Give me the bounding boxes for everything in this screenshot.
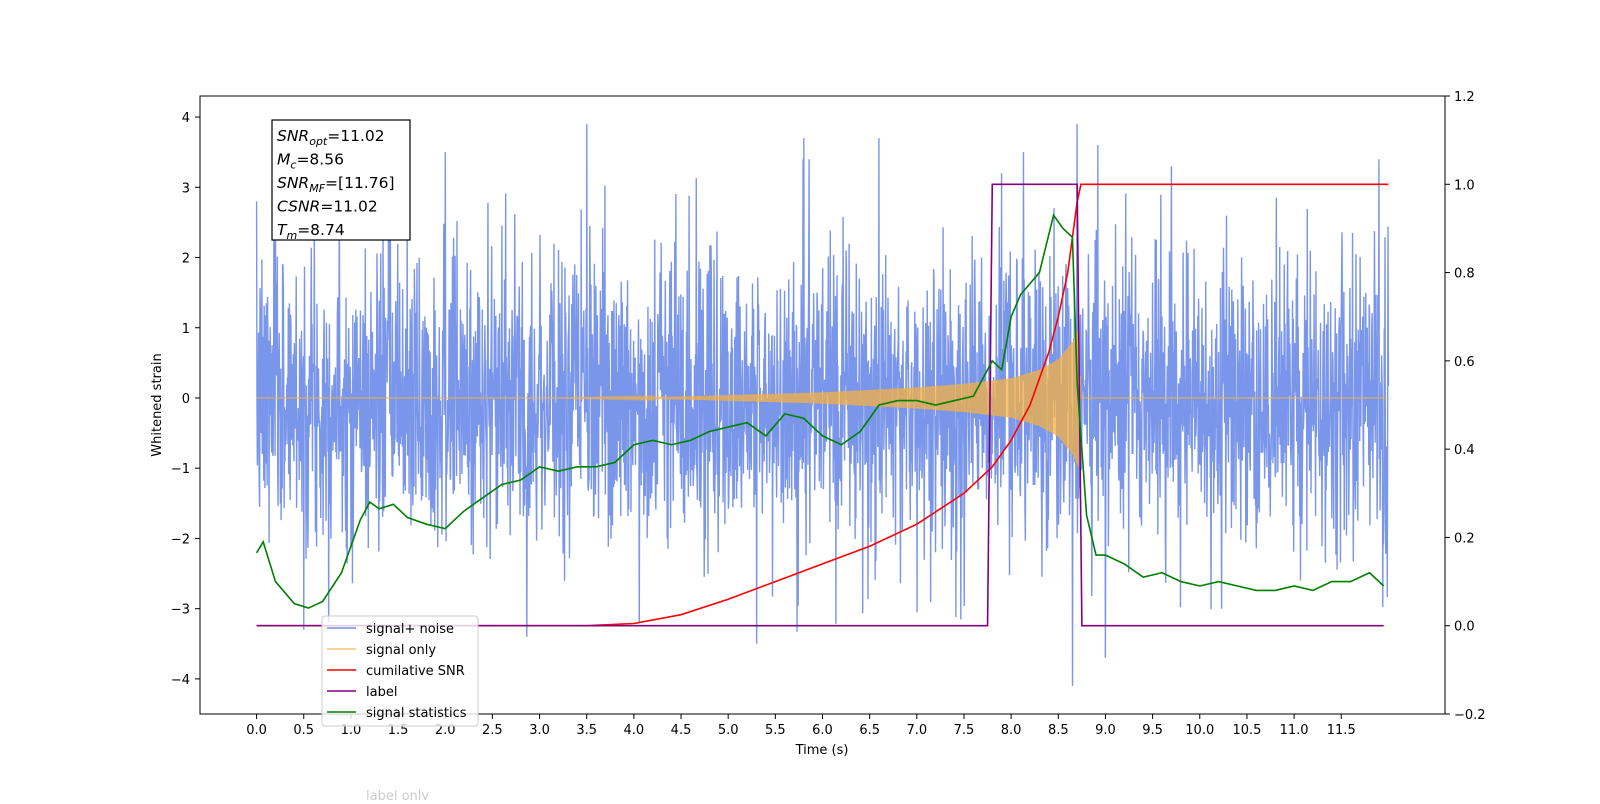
legend-label: label [366,685,397,700]
x-tick-label: 7.5 [954,723,975,738]
y-right-tick-label: 0.0 [1454,620,1475,635]
annotation-line: Mc=8.56 [277,151,344,172]
x-tick-label: 8.0 [1001,723,1022,738]
x-tick-label: 8.5 [1048,723,1069,738]
y-right-axis: 1.2 1.0 0.8 0.6 0.4 0.2 0.0 −0.2 [1445,90,1486,723]
x-tick-label: 6.5 [859,723,880,738]
legend-label: signal only [366,643,436,658]
x-tick-label: 10.0 [1185,723,1214,738]
legend-label: label only [366,789,429,800]
x-tick-label: 10.5 [1232,723,1261,738]
x-tick-label: 11.5 [1327,723,1356,738]
y-right-tick-label: 1.0 [1454,178,1475,193]
legend-frame [321,615,479,727]
series-layer [255,124,1390,686]
legend: signal+ noise signal only cumilative SNR la… [321,615,479,804]
annotation-line: Tm=8.74 [277,221,345,242]
y-right-tick-label: 0.2 [1454,531,1475,546]
x-tick-label: 2.5 [482,723,503,738]
x-tick-label: 9.0 [1095,723,1116,738]
x-tick-label: 6.0 [812,723,833,738]
x-tick-label: 1.0 [341,723,362,738]
y-left-tick-label: 1 [182,322,190,337]
x-tick-label: 3.5 [576,723,597,738]
series-signal-statistics [255,213,1385,609]
y-right-tick-label: 1.2 [1454,90,1475,105]
y-left-tick-label: −4 [171,673,190,688]
y-right-tick-label: −0.2 [1454,708,1486,723]
series-signal-only [256,329,1389,468]
y-left-tick-label: 2 [182,252,190,267]
y-right-tick-label: 0.8 [1454,267,1475,282]
x-tick-label: 2.0 [435,723,456,738]
legend-label: cumilative SNR [366,664,465,679]
series-label [256,183,1384,627]
series-signal-noise [255,124,1390,686]
y-left-tick-label: −1 [171,462,190,477]
x-tick-label: 0.0 [246,723,267,738]
annotation-frame [271,119,411,241]
y-left-axis: 4 3 2 1 0 −1 −2 −3 −4 [171,111,200,688]
x-tick-label: 11.0 [1280,723,1309,738]
x-tick-label: 9.5 [1142,723,1163,738]
series-cumilative-snr [256,183,1389,627]
y-left-tick-label: 3 [182,181,190,196]
y-left-tick-label: −3 [171,603,190,618]
y-left-tick-label: 0 [182,392,190,407]
y-right-tick-label: 0.4 [1454,443,1475,458]
legend-label: signal statistics [366,706,467,721]
annotation-line: SNRopt=11.02 [277,127,385,148]
annotation-line: CSNR=11.02 [277,198,378,216]
x-axis: 0.0 0.5 1.0 1.5 2.0 2.5 3.0 3.5 4.0 4.5 5.0 5.5 6.0 6… [246,714,1356,738]
x-axis-label: Time (s) [795,743,849,758]
x-tick-label: 5.0 [718,723,739,738]
x-tick-label: 5.5 [765,723,786,738]
x-tick-label: 4.0 [624,723,645,738]
x-tick-label: 4.5 [671,723,692,738]
x-tick-label: 3.0 [529,723,550,738]
x-tick-label: 0.5 [293,723,314,738]
legend-label: signal+ noise [366,622,454,637]
y-axis-label: Whitened strain [150,353,165,456]
annotation-line: SNRMF=[11.76] [277,174,395,195]
x-tick-label: 7.0 [906,723,927,738]
x-tick-label: 1.5 [388,723,409,738]
y-left-tick-label: 4 [182,111,190,126]
y-right-tick-label: 0.6 [1454,355,1475,370]
y-left-tick-label: −2 [171,532,190,547]
